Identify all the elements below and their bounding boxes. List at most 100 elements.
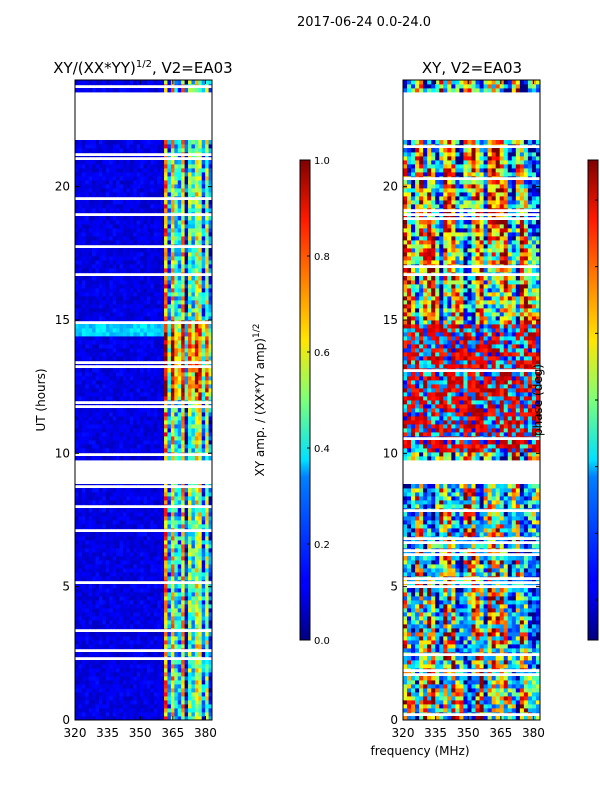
panel1-heatmap-cell — [85, 336, 90, 341]
panel1-heatmap-cell — [78, 456, 83, 461]
panel1-heatmap-cell — [153, 592, 158, 597]
panel1-heatmap-cell — [119, 408, 124, 413]
panel1-heatmap-cell — [177, 500, 182, 505]
panel1-heatmap-cell — [129, 352, 134, 357]
panel1-heatmap-cell — [181, 240, 185, 245]
panel1-heatmap-cell — [98, 256, 103, 261]
panel1-heatmap-cell — [88, 640, 93, 645]
panel1-heatmap-cell — [170, 692, 175, 697]
panel1-heatmap-cell — [167, 336, 172, 341]
panel1-heatmap-cell — [198, 508, 203, 513]
panel1-heatmap-cell — [136, 272, 141, 274]
panel1-heatmap-cell — [81, 644, 86, 649]
panel1-heatmap-cell — [184, 604, 189, 609]
panel1-heatmap-cell — [85, 524, 90, 529]
panel1-heatmap-cell — [109, 436, 114, 441]
panel1-heatmap-cell — [157, 708, 162, 713]
panel1-heatmap-cell — [188, 264, 192, 269]
panel1-heatmap-cell — [208, 240, 212, 245]
panel1-heatmap-cell — [136, 296, 141, 301]
panel1-heatmap-cell — [191, 268, 196, 273]
panel1-heatmap-cell — [146, 632, 151, 637]
panel1-heatmap-cell — [81, 616, 86, 621]
panel1-heatmap-cell — [109, 704, 114, 709]
panel1-heatmap-cell — [150, 612, 155, 617]
panel1-heatmap-cell — [109, 568, 114, 573]
panel1-heatmap-cell — [92, 648, 96, 650]
panel1-heatmap-cell — [140, 376, 144, 381]
panel1-heatmap-cell — [119, 652, 124, 657]
panel1-heatmap-cell — [160, 576, 165, 581]
panel1-heatmap-cell — [126, 360, 131, 362]
panel1-heatmap-cell — [164, 400, 168, 402]
panel1-heatmap-cell — [122, 348, 127, 353]
panel1-heatmap-cell — [109, 448, 114, 453]
panel1-heatmap-cell — [140, 372, 144, 377]
panel1-heatmap-cell — [198, 596, 203, 601]
panel1-heatmap-cell — [177, 308, 182, 313]
panel1-heatmap-cell — [188, 340, 192, 345]
panel1-heatmap-cell — [160, 492, 165, 497]
panel1-heatmap-cell — [150, 420, 155, 425]
panel1-heatmap-cell — [181, 596, 185, 601]
panel1-heatmap-cell — [194, 548, 199, 553]
panel1-heatmap-cell — [174, 400, 179, 402]
panel1-heatmap-cell — [188, 508, 192, 513]
panel1-heatmap-cell — [157, 456, 162, 461]
panel1-heatmap-cell — [164, 308, 168, 313]
panel1-heatmap-cell — [164, 392, 168, 397]
panel1-heatmap-cell — [88, 440, 93, 445]
panel1-heatmap-cell — [208, 320, 212, 322]
panel1-heatmap-cell — [143, 664, 148, 669]
panel1-heatmap-cell — [167, 612, 172, 617]
panel1-heatmap-cell — [170, 412, 175, 417]
panel1-heatmap-cell — [150, 256, 155, 261]
panel1-heatmap-cell — [143, 260, 148, 265]
panel1-heatmap-cell — [201, 440, 206, 445]
panel1-heatmap-cell — [181, 264, 185, 269]
panel1-heatmap-cell — [201, 664, 206, 669]
panel1-heatmap-cell — [78, 436, 83, 441]
panel1-heatmap-cell — [177, 276, 182, 281]
panel1-heatmap-cell — [208, 608, 212, 613]
panel1-heatmap-cell — [88, 204, 93, 209]
panel1-heatmap-cell — [116, 336, 120, 341]
panel1-heatmap-cell — [112, 228, 117, 233]
panel1-heatmap-cell — [167, 328, 172, 333]
panel1-heatmap-cell — [126, 304, 131, 309]
panel1-heatmap-cell — [102, 676, 107, 681]
panel1-heatmap-cell — [157, 384, 162, 389]
panel1-heatmap-cell — [119, 680, 124, 685]
panel1-heatmap-cell — [88, 288, 93, 293]
panel1-heatmap-cell — [188, 360, 192, 362]
panel1-heatmap-cell — [167, 404, 172, 406]
panel1-heatmap-cell — [75, 484, 79, 486]
panel1-heatmap-cell — [95, 264, 100, 269]
panel1-heatmap-cell — [126, 616, 131, 621]
panel1-heatmap-cell — [208, 680, 212, 685]
panel1-heatmap-cell — [129, 708, 134, 713]
panel1-heatmap-cell — [191, 600, 196, 605]
panel1-heatmap-cell — [146, 680, 151, 685]
panel1-heatmap-cell — [109, 688, 114, 693]
panel1-heatmap-cell — [143, 660, 148, 665]
panel1-heatmap-cell — [184, 544, 189, 549]
panel1-heatmap-cell — [126, 380, 131, 385]
panel1-heatmap-cell — [136, 328, 141, 333]
panel1-heatmap-cell — [133, 640, 138, 645]
panel1-heatmap-cell — [136, 636, 141, 641]
panel1-heatmap-cell — [75, 536, 79, 541]
panel1-heatmap-cell — [205, 668, 209, 673]
panel1-heatmap-cell — [164, 352, 168, 357]
panel1-heatmap-cell — [191, 680, 196, 685]
panel1-heatmap-cell — [133, 612, 138, 617]
panel1-heatmap-cell — [170, 364, 175, 366]
panel1-heatmap-cell — [126, 620, 131, 625]
panel1-heatmap-cell — [78, 680, 83, 685]
panel1-heatmap-cell — [170, 712, 175, 717]
panel1-heatmap-cell — [150, 712, 155, 717]
panel1-heatmap-cell — [140, 268, 144, 273]
panel1-heatmap-cell — [88, 392, 93, 397]
panel1-heatmap-cell — [133, 380, 138, 385]
panel1-heatmap-cell — [75, 312, 79, 317]
